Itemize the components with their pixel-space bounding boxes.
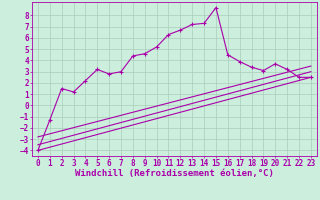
X-axis label: Windchill (Refroidissement éolien,°C): Windchill (Refroidissement éolien,°C) (75, 169, 274, 178)
